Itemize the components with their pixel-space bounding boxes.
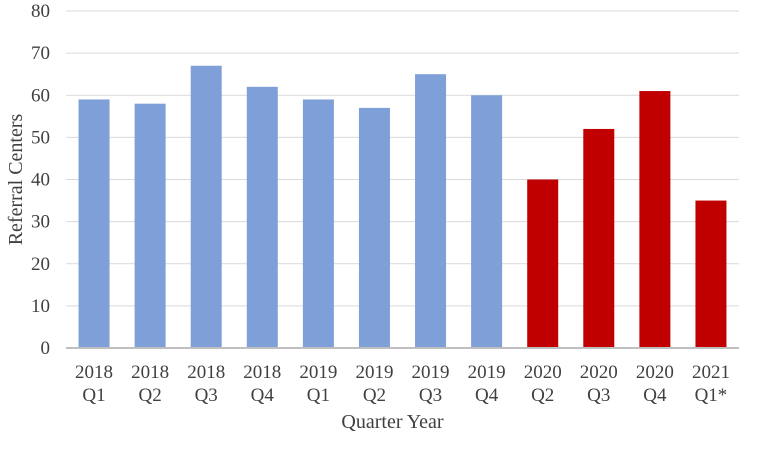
bar [246,86,278,348]
bar [583,128,615,348]
x-tick-label: Q1* [695,385,728,406]
x-tick-label: 2020 [524,362,562,383]
x-tick-label: Q3 [587,385,610,406]
bar [302,99,334,349]
x-tick-label: Q4 [475,385,499,406]
x-tick-label: Q4 [251,385,275,406]
x-tick-label: Q4 [643,385,667,406]
x-tick-label: 2018 [131,362,169,383]
x-tick-label: 2020 [636,362,674,383]
y-tick-label: 20 [31,254,50,275]
x-tick-label: Q2 [531,385,554,406]
x-tick-labels: 2018Q12018Q22018Q32018Q42019Q12019Q22019… [75,362,730,406]
bar [471,95,503,348]
bar [527,179,559,348]
y-tick-label: 70 [31,43,50,64]
x-tick-label: Q3 [195,385,218,406]
x-tick-label: Q3 [419,385,442,406]
x-tick-label: 2021 [692,362,730,383]
x-tick-label: Q1 [82,385,105,406]
gridlines [66,10,739,307]
y-tick-label: 30 [31,212,50,233]
x-tick-label: 2019 [355,362,393,383]
bars [78,65,727,349]
x-tick-label: Q2 [139,385,162,406]
bar [134,103,166,348]
bar [695,200,727,348]
x-axis-title: Quarter Year [341,411,444,433]
y-tick-label: 60 [31,85,50,106]
bar [415,74,447,348]
y-tick-labels: 0 10 20 30 40 50 60 70 80 [31,1,50,359]
bar [639,91,671,348]
y-tick-label: 50 [31,127,50,148]
y-tick-label: 0 [41,338,51,359]
x-tick-label: 2018 [243,362,281,383]
y-tick-label: 40 [31,170,50,191]
x-tick-label: 2019 [299,362,337,383]
x-tick-label: Q1 [307,385,330,406]
y-axis-title: Referral Centers [5,113,27,245]
y-tick-label: 80 [31,1,50,22]
bar [78,99,110,349]
y-tick-label: 10 [31,296,50,317]
x-tick-label: Q2 [363,385,386,406]
bar [190,65,222,348]
bar [358,107,390,348]
x-tick-label: 2019 [412,362,450,383]
x-tick-label: 2019 [468,362,506,383]
x-tick-label: 2018 [187,362,225,383]
x-tick-label: 2018 [75,362,113,383]
x-tick-label: 2020 [580,362,618,383]
